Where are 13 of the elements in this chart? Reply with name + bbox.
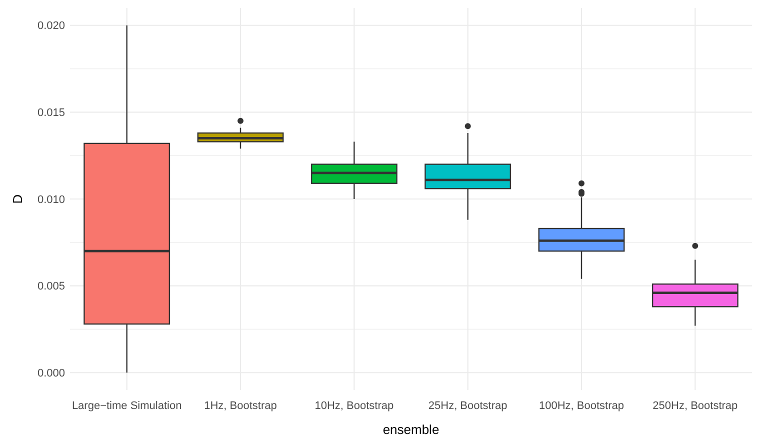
- x-tick-label: 250Hz, Bootstrap: [652, 400, 738, 412]
- x-axis-title: ensemble: [382, 422, 440, 437]
- x-tick-label: 25Hz, Bootstrap: [428, 400, 508, 412]
- x-tick-label: 100Hz, Bootstrap: [539, 400, 624, 412]
- y-tick-label: 0.015: [37, 107, 65, 120]
- y-tick-label: 0.010: [37, 194, 65, 206]
- x-tick-label: 10Hz, Bootstrap: [314, 400, 394, 412]
- y-tick-label: 0.020: [37, 20, 65, 32]
- y-tick-label: 0.000: [37, 367, 65, 380]
- x-tick-label: 1Hz, Bootstrap: [204, 400, 277, 412]
- y-tick-label: 0.005: [37, 280, 65, 293]
- x-tick-label: Large−time Simulation: [72, 400, 182, 412]
- y-axis-title: D: [10, 194, 25, 204]
